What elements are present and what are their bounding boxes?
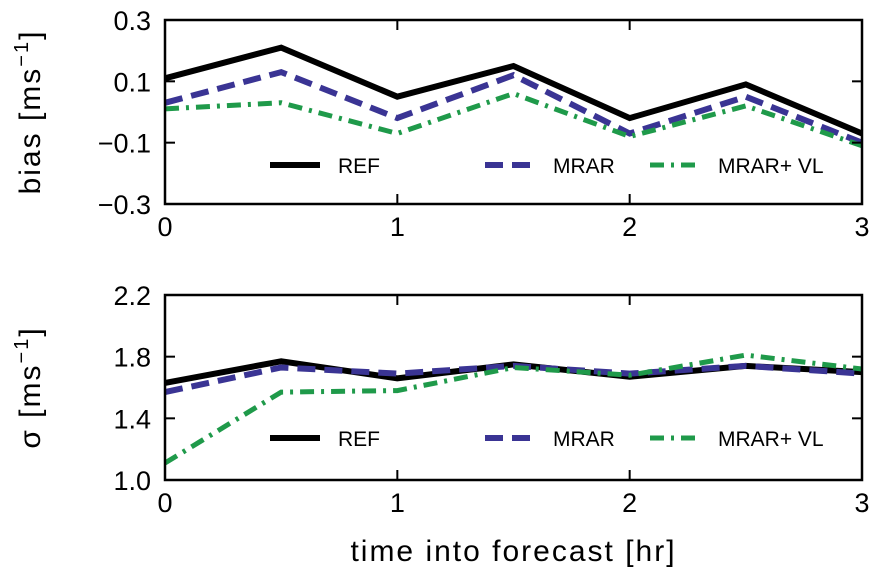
sigma-panel: 2.2 1.8 1.4 1.00 1 2 3 σ [ms−1] time into foreca… — [11, 281, 870, 568]
legend-label: MRAR+ VL — [718, 428, 824, 451]
x-tick-label: 3 — [854, 212, 869, 242]
legend-label: REF — [338, 428, 380, 451]
y-axis-label: bias [ms−1] — [11, 30, 47, 195]
x-tick-label: 0 — [157, 212, 172, 242]
plot-frame — [163, 18, 864, 206]
legend-label: MRAR — [553, 428, 615, 451]
y-tick-label: 2.2 — [113, 281, 151, 311]
y-tick-label: 0.1 — [113, 67, 151, 97]
y-tick-label: 0.3 — [113, 6, 151, 36]
y-axis-label-bracket: ] — [14, 30, 47, 40]
y-tick-label: −0.3 — [98, 190, 151, 220]
series-line-ref — [164, 44, 864, 137]
x-tick-label: 2 — [622, 488, 637, 518]
legend-label: REF — [338, 155, 380, 178]
legend-label: MRAR — [553, 155, 615, 178]
y-axis-label-bracket: ] — [14, 326, 47, 336]
series-line-mrar-vl — [163, 352, 863, 466]
y-axis-label-text: bias [ms — [14, 67, 47, 195]
legend-label: MRAR+ VL — [718, 155, 824, 178]
x-tick-label: 0 — [157, 488, 172, 518]
bias-panel: 0.3 0.1 −0.1 −0.30 1 2 3 bias [ms−1] REF MRAR MRAR… — [11, 6, 870, 242]
x-tick-label: 2 — [622, 212, 637, 242]
x-tick-label: 1 — [390, 488, 405, 518]
plot-frame — [163, 293, 864, 482]
x-axis-label: time into forecast [hr] — [350, 535, 676, 568]
y-axis-label-exponent: −1 — [11, 337, 33, 364]
series-line-mrar — [164, 362, 863, 396]
y-tick-label: 1.8 — [113, 343, 151, 373]
y-axis-label: σ [ms−1] — [11, 326, 47, 448]
y-tick-label: 1.4 — [113, 404, 151, 434]
y-tick-label: −0.1 — [98, 129, 151, 159]
series-line-mrar-vl — [164, 90, 863, 149]
y-tick-label: 1.0 — [113, 466, 151, 496]
y-axis-label-text: σ [ms — [14, 363, 47, 448]
x-tick-label: 1 — [390, 212, 405, 242]
series-line-mrar — [164, 68, 864, 146]
y-axis-label-exponent: −1 — [11, 40, 33, 67]
x-tick-label: 3 — [854, 488, 869, 518]
